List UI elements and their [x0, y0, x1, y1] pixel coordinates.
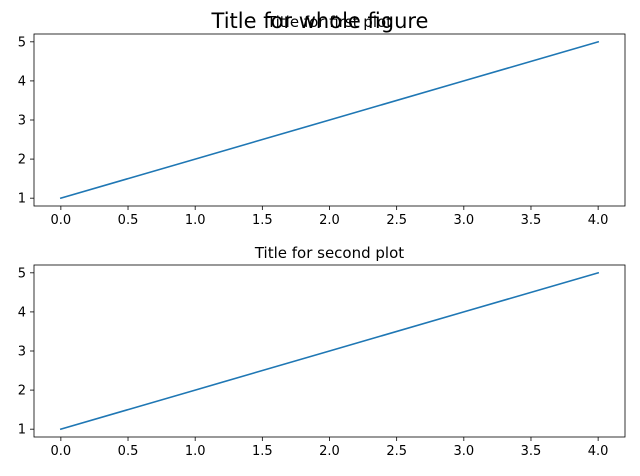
first-plot-x-tick-label: 0.0 — [51, 213, 72, 228]
first-plot-x-tick-label: 4.0 — [588, 213, 609, 228]
first-plot-x-tick-label: 2.5 — [386, 213, 407, 228]
second-plot-y-tick-label: 5 — [18, 266, 26, 281]
second-plot-y-tick-label: 2 — [18, 384, 26, 399]
second-plot-x-tick-label: 2.0 — [319, 444, 340, 459]
second-plot-series-line — [59, 271, 600, 431]
first-plot-x-tick-label: 0.5 — [118, 213, 139, 228]
first-plot: Title for first plot 0.0 0.5 1.0 1.5 2.0 2.5 3.… — [18, 13, 626, 228]
first-plot-x-tick-label: 2.0 — [319, 213, 340, 228]
first-plot-y-tick-label: 1 — [18, 192, 26, 207]
second-plot-x-tick-label: 3.0 — [453, 444, 474, 459]
second-plot-x-tick-label: 4.0 — [588, 444, 609, 459]
second-plot-y-tick-label: 4 — [18, 305, 26, 320]
first-plot-x-tick-label: 3.5 — [521, 213, 542, 228]
second-plot-x-tick-label: 0.5 — [118, 444, 139, 459]
first-plot-x-tick-label: 1.0 — [185, 213, 206, 228]
first-plot-x-tick-label: 1.5 — [252, 213, 273, 228]
second-plot-x-tick-label: 1.0 — [185, 444, 206, 459]
second-plot: Title for second plot 0.0 0.5 1.0 1.5 2.0 2.5 3… — [18, 244, 626, 459]
second-plot-x-tick-label: 1.5 — [252, 444, 273, 459]
first-plot-y-tick-label: 3 — [18, 114, 26, 129]
second-plot-title: Title for second plot — [254, 244, 404, 262]
figure-suptitle: Title for whole figure — [211, 9, 429, 33]
first-plot-y-tick-label: 4 — [18, 74, 26, 89]
first-plot-y-tick-label: 5 — [18, 35, 26, 50]
first-plot-series-line — [59, 40, 600, 200]
first-plot-y-tick-label: 2 — [18, 153, 26, 168]
second-plot-x-tick-label: 3.5 — [521, 444, 542, 459]
second-plot-x-tick-label: 2.5 — [386, 444, 407, 459]
first-plot-x-tick-label: 3.0 — [453, 213, 474, 228]
second-plot-y-tick-label: 3 — [18, 345, 26, 360]
first-plot-title: Title for first plot — [266, 13, 392, 31]
second-plot-y-tick-label: 1 — [18, 423, 26, 438]
second-plot-x-tick-label: 0.0 — [51, 444, 72, 459]
